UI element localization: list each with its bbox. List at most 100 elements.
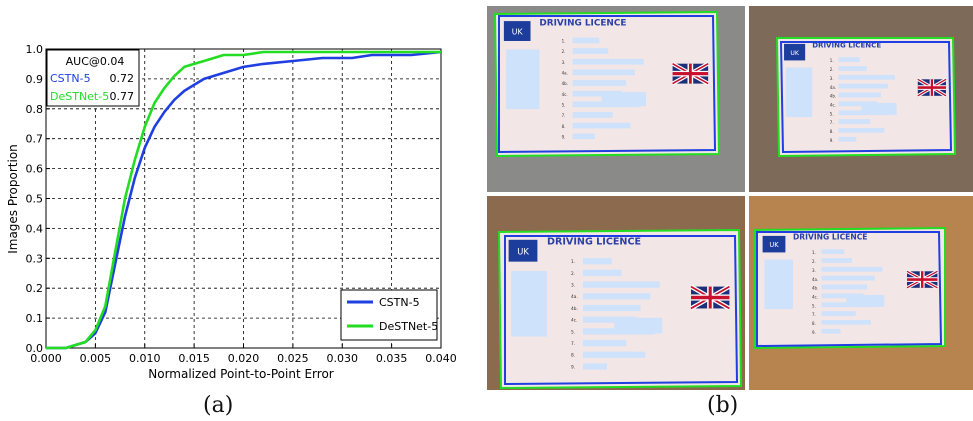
field-number: 9. — [571, 364, 575, 370]
licence-title: DRIVING LICENCE — [547, 236, 641, 247]
licence-title: DRIVING LICENCE — [793, 232, 867, 241]
redaction-bar — [821, 320, 871, 325]
axis-ticks: 0.000 0.005 0.010 0.015 0.020 0.025 0.030 0.035… — [26, 43, 457, 365]
field-number: 4a. — [812, 277, 818, 282]
field-number: 7. — [562, 113, 566, 118]
legend: CSTN-5 DeSTNet-5 — [340, 289, 438, 341]
uk-badge: UK — [512, 28, 524, 37]
redaction-bar — [821, 258, 852, 263]
redaction-bar — [583, 281, 660, 288]
field-number: 7. — [812, 312, 816, 317]
y-tick-label: 0.4 — [26, 222, 44, 235]
series-lines — [46, 50, 442, 350]
redaction-bar — [821, 275, 875, 281]
y-tick-label: 0.7 — [26, 133, 44, 146]
redaction-bar — [838, 136, 857, 142]
licence-title: DRIVING LICENCE — [539, 18, 626, 28]
union-flag — [917, 86, 946, 89]
destnet-boundary — [754, 226, 946, 350]
redaction-bar — [572, 133, 595, 140]
legend-label: CSTN-5 — [379, 296, 420, 309]
cstn-boundary — [498, 15, 717, 154]
y-tick-label: 0.6 — [26, 163, 44, 176]
redaction-block — [846, 294, 885, 307]
x-tick-label: 0.020 — [228, 352, 260, 365]
field-number: 2. — [562, 49, 566, 54]
auc-row-name: CSTN-5 — [50, 72, 91, 85]
field-number: 4b. — [562, 81, 568, 86]
redaction-block — [614, 317, 663, 334]
licence-photo: UK DRIVING LICENCE 1. 2. 3. 4a. 4b. 4c. 5. 7. 8. 9. — [487, 196, 745, 390]
redaction-bar — [838, 119, 871, 124]
field-number: 5. — [571, 329, 575, 335]
field-number: 4c. — [571, 318, 577, 324]
eu-flag — [784, 43, 806, 61]
x-tick-label: 0.040 — [425, 352, 457, 365]
redacted-photo — [764, 259, 793, 310]
redaction-bar — [572, 37, 600, 44]
caption-b: (b) — [707, 393, 739, 418]
field-number: 4a. — [562, 71, 568, 76]
cumulative-error-chart: 0.000 0.005 0.010 0.015 0.020 0.025 0.030 0.035… — [6, 43, 457, 381]
redacted-photo — [506, 49, 540, 110]
field-number: 2. — [812, 259, 816, 264]
redaction-bar — [821, 328, 841, 334]
auc-row-name: DeSTNet-5 — [50, 90, 109, 103]
x-tick-label: 0.000 — [30, 352, 62, 365]
field-number: 2. — [571, 271, 575, 277]
y-tick-label: 0.3 — [26, 252, 44, 265]
redaction-bar — [583, 304, 641, 312]
y-axis-label: Images Proportion — [6, 144, 20, 254]
y-tick-label: 0.1 — [26, 312, 44, 325]
redacted-photo — [511, 271, 547, 337]
redaction-bar — [583, 293, 651, 300]
field-number: 3. — [830, 76, 834, 81]
auc-row-value: 0.77 — [110, 90, 135, 103]
redaction-bar — [572, 48, 609, 54]
redaction-block — [861, 102, 897, 115]
field-number: 8. — [571, 353, 575, 359]
union-flag — [672, 72, 709, 76]
field-number: 3. — [562, 60, 566, 65]
redaction-bar — [838, 74, 895, 80]
field-number: 3. — [571, 282, 575, 288]
field-number: 1. — [812, 250, 816, 255]
field-number: 8. — [812, 321, 816, 326]
redaction-bar — [821, 266, 883, 272]
licence-title: DRIVING LICENCE — [812, 40, 881, 49]
redaction-bar — [572, 122, 631, 129]
legend-label: DeSTNet-5 — [379, 320, 438, 333]
redaction-block — [601, 92, 646, 107]
eu-flag — [508, 239, 538, 262]
redaction-bar — [838, 66, 867, 71]
field-number: 4c. — [812, 294, 818, 299]
x-tick-label: 0.035 — [376, 352, 408, 365]
auc-row-value: 0.72 — [110, 72, 135, 85]
field-number: 5. — [562, 102, 566, 107]
field-number: 8. — [562, 124, 566, 129]
x-tick-label: 0.030 — [327, 352, 359, 365]
redacted-photo — [785, 67, 813, 118]
destnet-boundary — [497, 228, 743, 390]
destnet-boundary — [775, 37, 957, 158]
redaction-bar — [583, 316, 636, 323]
field-number: 4b. — [571, 306, 578, 312]
auc-box: AUC@0.04 CSTN-5 0.72 DeSTNet-5 0.77 — [46, 49, 140, 107]
field-number: 5. — [812, 303, 816, 308]
y-tick-label: 1.0 — [26, 43, 44, 56]
field-number: 4b. — [830, 94, 836, 99]
field-number: 1. — [571, 259, 575, 265]
eu-flag — [503, 21, 531, 41]
cstn-boundary — [504, 235, 739, 386]
redaction-bar — [838, 92, 881, 98]
field-number: 9. — [830, 138, 834, 143]
y-tick-label: 0.9 — [26, 73, 44, 86]
x-tick-label: 0.025 — [277, 352, 309, 365]
y-tick-label: 0.5 — [26, 193, 44, 206]
redaction-bar — [583, 363, 607, 370]
redaction-bar — [838, 83, 888, 89]
cstn-boundary — [779, 41, 953, 154]
destnet-boundary — [493, 10, 721, 158]
x-tick-label: 0.005 — [80, 352, 112, 365]
field-number: 4c. — [830, 102, 836, 107]
